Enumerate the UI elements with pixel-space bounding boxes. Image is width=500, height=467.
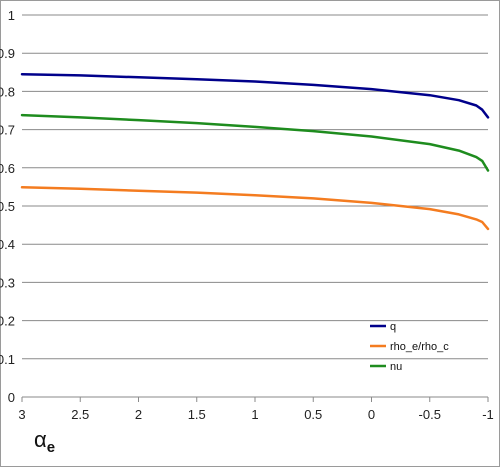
x-axis-label: αe <box>34 427 55 456</box>
y-tick-label: 0.4 <box>0 237 15 252</box>
grid-lines <box>22 14 488 360</box>
y-tick-label: 0.2 <box>0 314 15 329</box>
legend-label: nu <box>390 361 402 373</box>
series-line-1 <box>20 186 490 231</box>
y-tick-label: 0 <box>8 390 15 405</box>
y-tick-label: 0.8 <box>0 84 15 99</box>
y-tick-label: 0.6 <box>0 161 15 176</box>
series-lines <box>20 72 490 231</box>
x-tick-label: -0.5 <box>419 407 441 422</box>
y-tick-label: 0.1 <box>0 352 15 367</box>
x-axis-label-subscript: e <box>47 439 55 456</box>
x-tick-label: 1.5 <box>188 407 206 422</box>
x-tick-label: 1 <box>251 407 258 422</box>
legend-label: q <box>390 321 396 333</box>
legend: q rho_e/rho_cnu <box>370 321 449 373</box>
x-tick-label: 0 <box>368 407 375 422</box>
x-axis-ticks: 3 2.5 2 1.5 1 0.5 0 -0.5 -1 <box>18 397 494 422</box>
y-tick-label: 1 <box>8 8 15 23</box>
y-tick-label: 0.5 <box>0 199 15 214</box>
series-line-0 <box>20 72 490 119</box>
x-tick-label: -1 <box>482 407 494 422</box>
y-tick-label: 0.3 <box>0 275 15 290</box>
y-tick-label: 0.7 <box>0 123 15 138</box>
x-tick-label: 0.5 <box>304 407 322 422</box>
x-axis-label-main: α <box>34 427 47 452</box>
x-tick-label: 2.5 <box>71 407 89 422</box>
x-tick-label: 3 <box>18 407 25 422</box>
legend-label: rho_e/rho_c <box>390 341 449 353</box>
y-axis-ticks: 0 0.1 0.2 0.3 0.4 0.5 0.6 0.7 0.8 0.9 1 <box>0 8 15 405</box>
x-tick-label: 2 <box>135 407 142 422</box>
series-line-2 <box>20 113 490 172</box>
y-tick-label: 0.9 <box>0 46 15 61</box>
